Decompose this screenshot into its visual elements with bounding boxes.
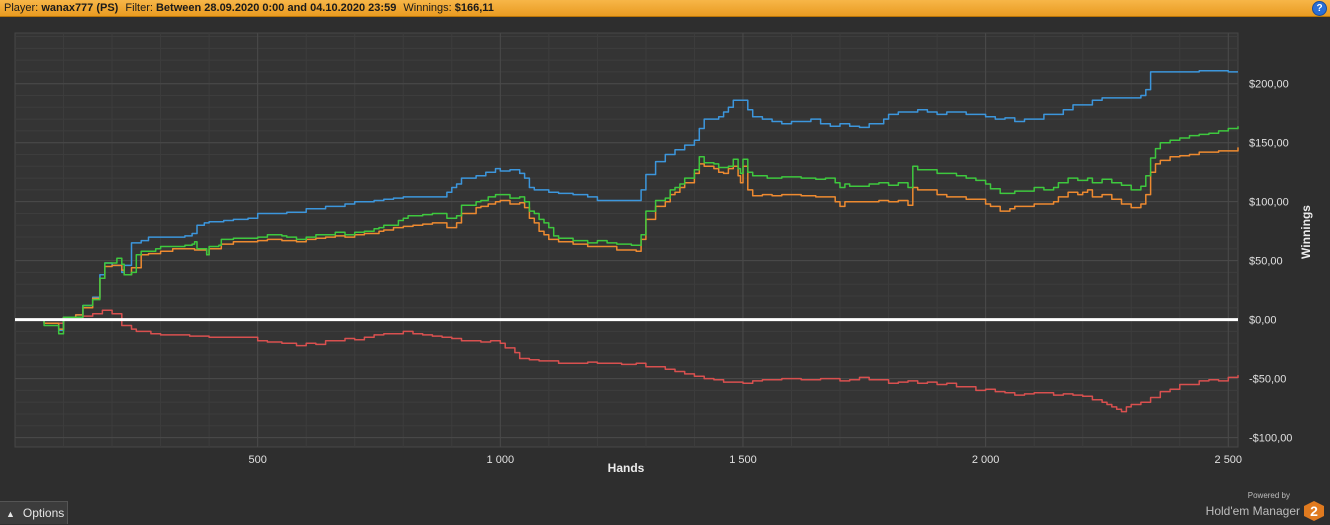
y-tick-label: -$100,00 — [1249, 433, 1292, 445]
filter-label: Filter: — [125, 2, 153, 14]
x-tick-label: 1 000 — [487, 454, 515, 466]
y-tick-label: $100,00 — [1249, 197, 1289, 209]
y-tick-label: -$50,00 — [1249, 374, 1286, 386]
series-line-net-won — [15, 126, 1239, 335]
series-line-all-in-ev — [15, 147, 1239, 330]
brand-logo-icon: 2 — [1304, 501, 1324, 521]
series-layer — [15, 69, 1239, 413]
y-axis: -$100,00 -$50,00 $0,00 $50,00 $100,00 $150,00… — [1249, 79, 1292, 445]
winnings-value: $166,11 — [454, 2, 494, 14]
series-line-non-showdown — [15, 309, 1239, 413]
winnings-chart: 500 1 000 1 500 2 000 2 500 -$100,00 -$50,00 $… — [14, 32, 1313, 475]
series-line-showdown — [15, 69, 1238, 331]
x-tick-label: 1 500 — [729, 454, 757, 466]
y-axis-label: Winnings — [1299, 205, 1313, 259]
x-axis-label: Hands — [608, 461, 645, 475]
brand-name: Hold'em Manager — [1205, 504, 1300, 518]
y-tick-label: $50,00 — [1249, 256, 1283, 268]
x-tick-label: 2 500 — [1215, 454, 1243, 466]
x-tick-label: 2 000 — [972, 454, 1000, 466]
y-tick-label: $150,00 — [1249, 138, 1289, 150]
filter-info-bar: Player: wanax777 (PS) Filter: Between 28… — [0, 0, 1330, 17]
player-value: wanax777 (PS) — [41, 2, 119, 14]
x-tick-label: 500 — [248, 454, 266, 466]
y-tick-label: $200,00 — [1249, 79, 1289, 91]
filter-value: Between 28.09.2020 0:00 and 04.10.2020 2… — [155, 2, 397, 14]
x-axis: 500 1 000 1 500 2 000 2 500 — [248, 454, 1242, 466]
chevron-up-icon: ▲ — [6, 509, 15, 519]
powered-by-text: Powered by — [1247, 491, 1290, 500]
powered-by-branding: Powered by Hold'em Manager 2 — [1206, 491, 1324, 521]
help-icon[interactable]: ? — [1312, 1, 1327, 16]
player-label: Player: — [4, 2, 39, 14]
winnings-label: Winnings: — [403, 2, 452, 14]
options-label: Options — [22, 506, 65, 520]
options-button[interactable]: ▲ Options — [0, 501, 68, 524]
y-tick-label: $0,00 — [1249, 315, 1277, 327]
